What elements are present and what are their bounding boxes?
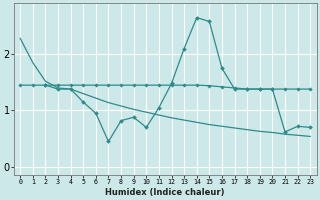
X-axis label: Humidex (Indice chaleur): Humidex (Indice chaleur) <box>106 188 225 197</box>
